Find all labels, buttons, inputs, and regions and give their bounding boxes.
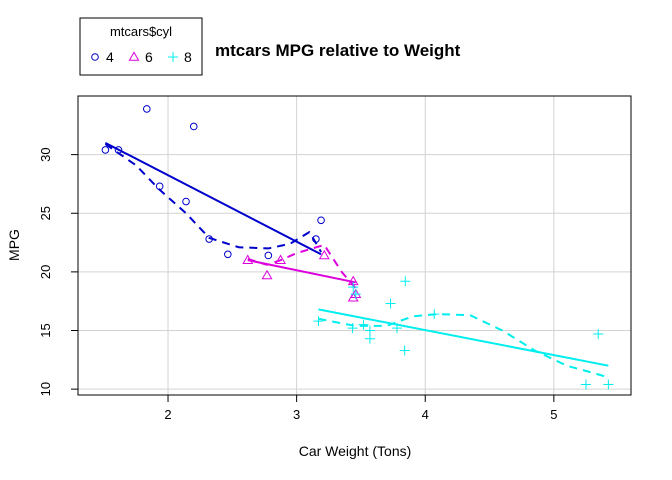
y-tick-label: 20 bbox=[38, 265, 53, 279]
legend-marker-4 bbox=[91, 53, 99, 61]
data-point-8 bbox=[358, 319, 369, 330]
y-tick-label: 30 bbox=[38, 147, 53, 161]
smooth-line-4 bbox=[104, 143, 322, 253]
legend-marker-8 bbox=[168, 52, 178, 62]
plot-frame bbox=[77, 95, 632, 396]
x-tick-label: 4 bbox=[422, 407, 429, 422]
legend-box bbox=[79, 17, 203, 76]
legend-marker-6 bbox=[128, 51, 140, 61]
data-point-8 bbox=[391, 323, 402, 334]
data-point-4 bbox=[317, 216, 325, 225]
x-tick-label: 3 bbox=[293, 407, 300, 422]
x-axis: 2 3 4 5 bbox=[164, 395, 557, 422]
chart-title: mtcars MPG relative to Weight bbox=[215, 41, 461, 60]
data-point-4 bbox=[264, 251, 273, 260]
data-point-6 bbox=[275, 254, 287, 264]
y-tick-label: 15 bbox=[38, 323, 53, 337]
data-point-4 bbox=[312, 235, 320, 243]
data-point-8 bbox=[364, 325, 375, 336]
data-point-8 bbox=[593, 329, 604, 340]
y-axis: 10 15 20 25 30 bbox=[38, 147, 78, 396]
data-point-8 bbox=[350, 289, 361, 300]
x-tick-label: 2 bbox=[164, 407, 171, 422]
data-point-8 bbox=[347, 323, 358, 334]
legend-label-6: 6 bbox=[145, 49, 153, 65]
data-point-4 bbox=[155, 182, 164, 191]
data-point-4 bbox=[205, 235, 213, 243]
data-point-6 bbox=[261, 269, 273, 280]
legend: mtcars$cyl 4 6 8 bbox=[79, 17, 203, 76]
y-tick-label: 10 bbox=[38, 382, 53, 396]
fit-line-4 bbox=[104, 142, 322, 256]
fit-lines bbox=[104, 142, 609, 379]
data-point-8 bbox=[313, 316, 324, 327]
data-point-6 bbox=[318, 249, 330, 260]
legend-title: mtcars$cyl bbox=[110, 24, 172, 39]
data-point-6 bbox=[242, 254, 254, 264]
data-point-4 bbox=[101, 146, 110, 154]
data-point-4 bbox=[224, 250, 232, 259]
data-point-8 bbox=[400, 276, 411, 287]
data-point-8 bbox=[348, 282, 359, 293]
data-point-4 bbox=[182, 197, 190, 206]
data-point-8 bbox=[385, 298, 396, 309]
data-point-8 bbox=[580, 379, 591, 390]
x-tick-label: 5 bbox=[550, 407, 557, 422]
data-point-8 bbox=[429, 309, 440, 320]
smooth-line-6 bbox=[247, 243, 357, 289]
data-point-4 bbox=[143, 105, 151, 113]
legend-label-8: 8 bbox=[184, 49, 192, 65]
data-point-4 bbox=[189, 122, 198, 131]
data-point-8 bbox=[603, 379, 614, 390]
y-axis-title: MPG bbox=[6, 229, 22, 261]
data-point-8 bbox=[399, 345, 410, 356]
data-point-4 bbox=[114, 146, 123, 154]
fit-line-8 bbox=[318, 308, 609, 367]
smooth-line-8 bbox=[318, 313, 609, 379]
x-axis-title: Car Weight (Tons) bbox=[299, 443, 412, 459]
grid bbox=[78, 96, 631, 395]
data-points bbox=[101, 105, 614, 390]
legend-label-4: 4 bbox=[106, 49, 114, 65]
y-tick-label: 25 bbox=[38, 206, 53, 220]
